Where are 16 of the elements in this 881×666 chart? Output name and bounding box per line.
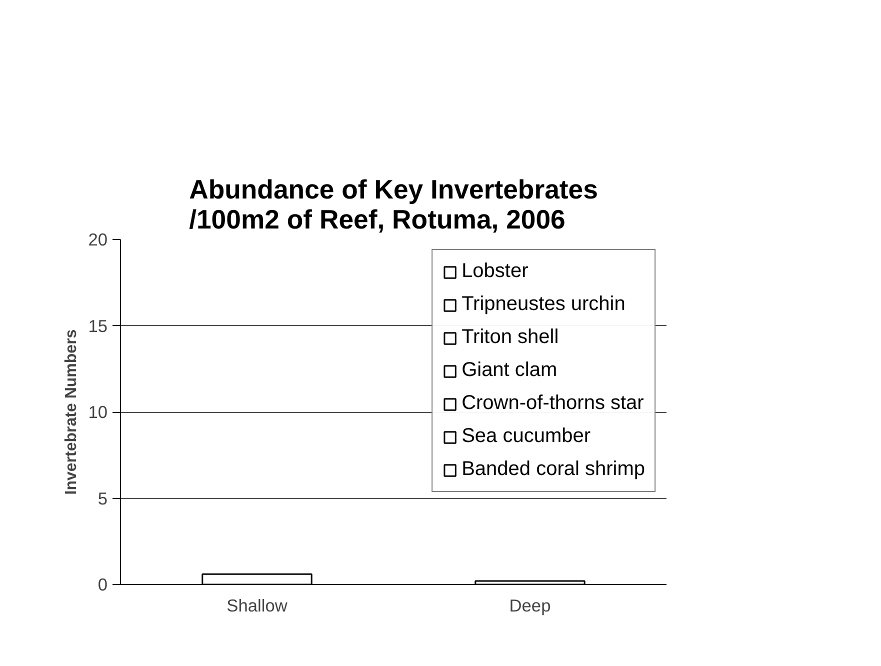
legend-label: Giant clam bbox=[462, 359, 558, 382]
legend-label: Tripneustes urchin bbox=[462, 293, 626, 316]
legend-label: Crown-of-thorns star bbox=[462, 392, 644, 415]
y-tick-label: 5 bbox=[98, 488, 108, 508]
y-tick-label: 15 bbox=[88, 316, 108, 336]
x-tick-label: Deep bbox=[509, 596, 551, 616]
legend-label: Banded coral shrimp bbox=[462, 458, 645, 481]
x-tick-label: Shallow bbox=[226, 596, 288, 616]
legend-label: Lobster bbox=[462, 260, 528, 283]
y-tick-label: 20 bbox=[88, 230, 108, 250]
y-tick-label: 10 bbox=[88, 402, 108, 422]
y-tick-label: 0 bbox=[98, 574, 108, 594]
chart-title: Abundance of Key Invertebrates /100m2 of Reef, Rotuma, 2006 bbox=[189, 174, 598, 234]
legend-label: Sea cucumber bbox=[462, 425, 591, 448]
y-axis-title: Invertebrate Numbers bbox=[63, 329, 80, 495]
legend-label: Triton shell bbox=[462, 326, 559, 349]
